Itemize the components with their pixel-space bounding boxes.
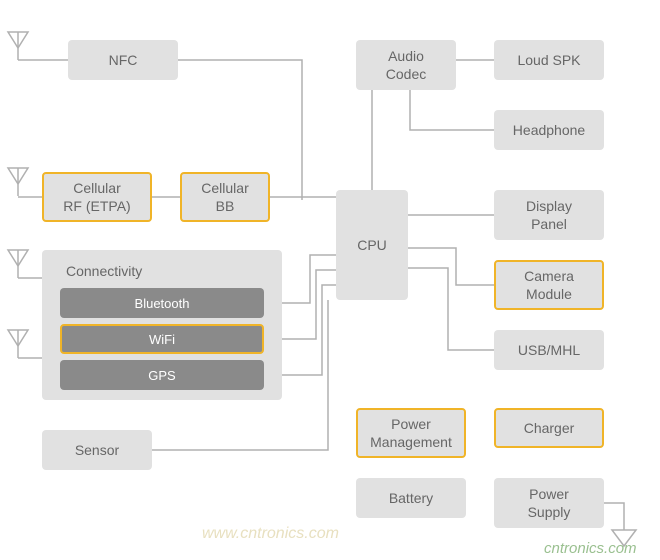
wire [408, 268, 494, 350]
battery-block: Battery [356, 478, 466, 518]
power_supply-block: PowerSupply [494, 478, 604, 528]
watermark-primary: www.cntronics.com [202, 525, 339, 543]
wire [410, 90, 494, 130]
wire [282, 270, 336, 339]
antenna-icon [8, 32, 28, 60]
nfc-block: NFC [68, 40, 178, 80]
bluetooth-block: Bluetooth [60, 288, 264, 318]
antenna-icon [8, 250, 28, 278]
usb-block: USB/MHL [494, 330, 604, 370]
wifi-block: WiFi [60, 324, 264, 354]
display-block: DisplayPanel [494, 190, 604, 240]
cpu-block: CPU [336, 190, 408, 300]
wire [282, 255, 336, 303]
headphone-block: Headphone [494, 110, 604, 150]
gps-block: GPS [60, 360, 264, 390]
cellular_rf-block: CellularRF (ETPA) [42, 172, 152, 222]
charger-block: Charger [494, 408, 604, 448]
audio-block: AudioCodec [356, 40, 456, 90]
antenna-icon [8, 168, 28, 196]
watermark-secondary: cntronics.com [544, 540, 637, 557]
loudspk-block: Loud SPK [494, 40, 604, 80]
cellular_bb-block: CellularBB [180, 172, 270, 222]
wire [282, 285, 336, 375]
power_mgmt-block: PowerManagement [356, 408, 466, 458]
wire [604, 503, 624, 520]
camera-block: CameraModule [494, 260, 604, 310]
wire [408, 248, 494, 285]
sensor-block: Sensor [42, 430, 152, 470]
connectivity-title: Connectivity [66, 262, 142, 280]
antenna-icon [8, 330, 28, 358]
